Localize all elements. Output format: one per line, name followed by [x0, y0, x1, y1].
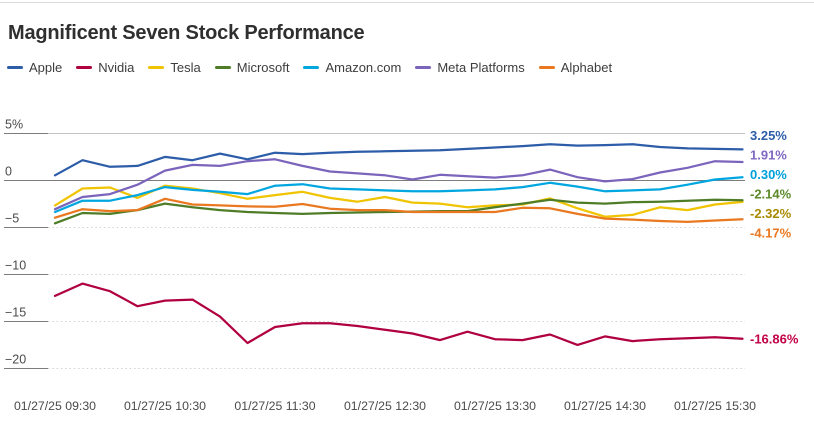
- legend-dash-icon: [76, 66, 93, 69]
- legend-item-tesla[interactable]: Tesla: [148, 60, 201, 75]
- x-axis-label: 01/27/25 13:30: [454, 399, 536, 413]
- end-value-label-alphabet: -4.17%: [750, 226, 792, 241]
- end-value-label-microsoft: -2.14%: [750, 187, 792, 202]
- x-axis-label: 01/27/25 15:30: [674, 399, 756, 413]
- x-axis-label: 01/27/25 10:30: [124, 399, 206, 413]
- legend-item-label: Nvidia: [98, 60, 135, 75]
- series-line-nvidia[interactable]: [53, 282, 744, 347]
- y-axis-label: 5%: [5, 118, 23, 132]
- legend-item-label: Meta Platforms: [437, 60, 525, 75]
- legend-dash-icon: [148, 66, 165, 69]
- y-axis-label: −15: [5, 306, 26, 320]
- series-line-alphabet[interactable]: [53, 197, 744, 224]
- series-line-apple[interactable]: [53, 143, 744, 177]
- legend-item-alphabet[interactable]: Alphabet: [538, 60, 613, 75]
- legend-dash-icon: [415, 66, 432, 69]
- end-value-label-tesla: -2.32%: [750, 206, 792, 221]
- series-line-meta-platforms[interactable]: [53, 158, 744, 211]
- legend-dash-icon: [214, 66, 231, 69]
- legend-dash-icon: [7, 66, 23, 69]
- legend-item-label: Amazon.com: [325, 60, 402, 75]
- series-line-tesla[interactable]: [53, 184, 744, 218]
- y-axis-label: −10: [5, 259, 26, 273]
- y-axis-label: −20: [5, 353, 26, 367]
- legend: Apple Nvidia Tesla Microsoft Amazon.com Meta …: [7, 60, 612, 75]
- legend-dash-icon: [538, 66, 555, 69]
- page-title: Magnificent Seven Stock Performance: [8, 22, 365, 44]
- top-border: [0, 2, 814, 3]
- series-line-amazon-com[interactable]: [53, 176, 744, 214]
- legend-item-microsoft[interactable]: Microsoft: [214, 60, 290, 75]
- legend-item-label: Alphabet: [560, 60, 613, 75]
- legend-item-label: Microsoft: [236, 60, 290, 75]
- legend-item-meta-platforms[interactable]: Meta Platforms: [415, 60, 525, 75]
- end-value-label-apple: 3.25%: [750, 128, 787, 143]
- end-value-label-meta-platforms: 1.91%: [750, 148, 787, 163]
- legend-dash-icon: [303, 66, 320, 69]
- y-axis-label: 0: [5, 165, 12, 179]
- x-axis-label: 01/27/25 11:30: [234, 399, 315, 413]
- end-value-label-nvidia: -16.86%: [750, 331, 799, 346]
- legend-item-label: Apple: [29, 60, 63, 75]
- x-axis-label: 01/27/25 09:30: [14, 399, 96, 413]
- x-axis-label: 01/27/25 14:30: [564, 399, 646, 413]
- legend-item-amazon-com[interactable]: Amazon.com: [303, 60, 401, 75]
- y-axis-label: −5: [5, 212, 19, 226]
- legend-item-label: Tesla: [170, 60, 201, 75]
- end-value-label-amazon-com: 0.30%: [750, 167, 787, 182]
- legend-item-nvidia[interactable]: Nvidia: [76, 60, 134, 75]
- legend-item-apple[interactable]: Apple: [7, 60, 62, 75]
- x-axis-label: 01/27/25 12:30: [344, 399, 426, 413]
